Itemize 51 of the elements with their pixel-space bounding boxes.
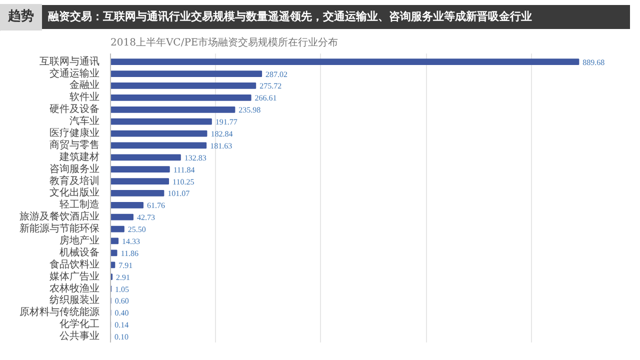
data-label: 889.68: [582, 58, 605, 67]
data-label: 275.72: [260, 82, 282, 91]
data-label: 287.02: [266, 70, 288, 79]
data-label: 2.91: [116, 272, 130, 282]
y-tick-label: 新能源与节能环保: [20, 222, 100, 235]
data-label: 7.91: [118, 260, 133, 270]
data-label: 181.63: [210, 141, 232, 150]
data-label: 11.86: [120, 248, 138, 258]
data-label: 0.60: [114, 296, 129, 306]
data-label: 14.33: [122, 236, 140, 246]
y-tick-label: 金融业: [70, 79, 100, 92]
data-label: 110.25: [172, 177, 194, 186]
y-tick-label: 纺织服装业: [50, 294, 100, 306]
data-label: 266.61: [254, 94, 277, 103]
text: 趋势: [0, 4, 42, 31]
data-label: 191.77: [215, 118, 238, 127]
y-tick-label: 医疗健康业: [50, 127, 100, 140]
y-tick-label: 汽车业: [70, 115, 100, 128]
data-label: 111.84: [173, 165, 195, 174]
y-tick-label: 交通运输业: [50, 67, 100, 80]
data-label: 61.76: [147, 201, 165, 210]
y-tick-label: 媒体广告业: [50, 270, 100, 282]
y-tick-label: 硬件及设备: [50, 103, 100, 116]
data-label: 182.84: [210, 130, 233, 139]
y-tick-label: 互联网与通讯: [40, 55, 100, 68]
data-label: 0.40: [114, 308, 129, 318]
data-label: 25.50: [128, 225, 146, 234]
chart-title: 融资交易：互联网与通讯行业交易规模与数量遥遥领先，交通运输业、咨询服务业等成新晋吸金行业: [42, 5, 630, 30]
y-tick-label: 软件业: [70, 91, 100, 104]
y-tick-label: 原材料与传统能源: [20, 306, 100, 318]
data-label: 235.98: [238, 106, 261, 115]
data-label: 1.05: [115, 284, 130, 294]
data-label: 42.73: [136, 213, 155, 222]
y-tick-label: 公共事业: [60, 330, 100, 342]
y-tick-label: 房地产业: [60, 234, 100, 246]
y-tick-label: 旅游及餐饮酒店业: [20, 210, 100, 223]
y-tick-label: 化学化工: [60, 318, 100, 330]
y-tick-label: 商贸与零售: [50, 138, 100, 151]
y-tick-label: 机械设备: [60, 246, 100, 258]
y-tick-label: 建筑建材: [58, 150, 100, 163]
data-label: 101.07: [168, 189, 190, 198]
y-tick-label: 教育及培训: [50, 174, 100, 187]
data-label: 132.83: [184, 153, 206, 162]
y-tick-label: 轻工制造: [60, 198, 100, 211]
data-label: 0.10: [114, 332, 129, 342]
data-label: 0.14: [114, 320, 129, 330]
y-tick-label: 农林牧渔业: [50, 282, 100, 294]
y-tick-label: 文化出版业: [50, 186, 100, 199]
y-tick-label: 咨询服务业: [50, 162, 100, 175]
chart-subtitle: 2018上半年VC/PE市场融资交易规模所在行业分布: [110, 36, 338, 48]
y-tick-label: 食品饮料业: [50, 258, 100, 270]
